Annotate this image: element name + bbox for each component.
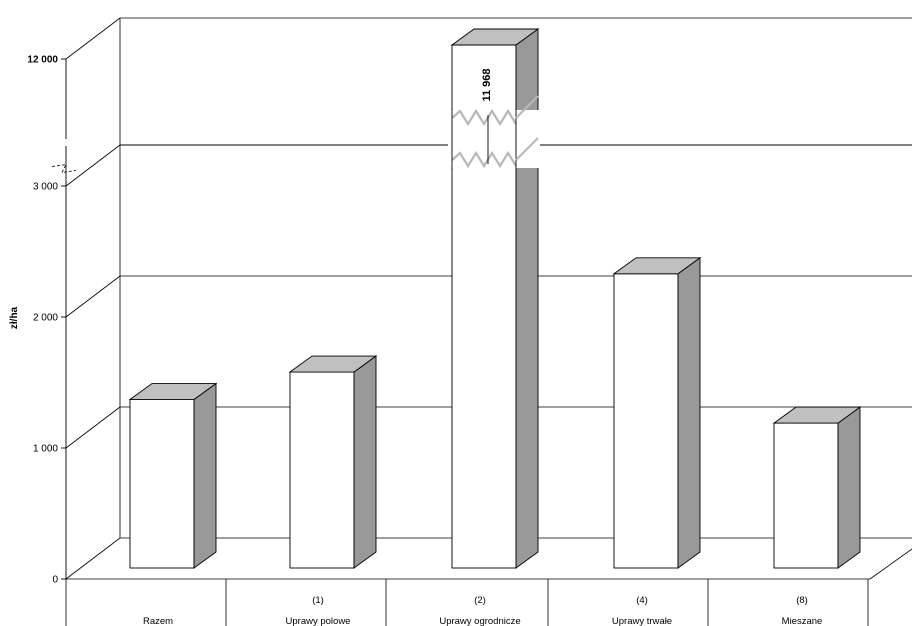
bar-break-gap-2: [448, 110, 540, 168]
label-layer: Razem (1) Uprawy polowe 11 968 (2) Uprawy ogr…: [143, 68, 822, 626]
y-tick-label-1: 1 000: [33, 444, 58, 455]
axis-layer: 0 1 000 2 000 3 000 12 000: [27, 55, 869, 626]
category-label-2: Uprawy ogrodnicze: [439, 616, 520, 626]
category-code-3: (4): [636, 595, 648, 606]
gridline-4-depth: [65, 17, 121, 60]
gridline-0-depth: [65, 537, 121, 580]
bar-1: [288, 355, 378, 569]
bar-front-4: [773, 422, 839, 569]
bar-side-1: [353, 355, 377, 569]
bar-4: [772, 406, 862, 569]
bar-break-zigzag-top-2: [451, 108, 517, 127]
bar-side-0: [193, 382, 217, 569]
bar-top-4: [772, 406, 862, 424]
y-tick-label-2: 2 000: [33, 313, 58, 324]
bar-side-2: [515, 28, 539, 569]
category-label-0: Razem: [143, 616, 173, 626]
y-tick-label-0: 0: [52, 575, 58, 586]
bars-layer: [128, 28, 862, 569]
bar-0: [128, 382, 218, 569]
floor-right-edge: [869, 548, 912, 580]
bar-2: [448, 28, 540, 569]
bar-break-side-2: [515, 95, 539, 161]
bar-top-1: [288, 355, 378, 373]
bar-top-3: [612, 257, 702, 275]
y-axis-label: zł/ha: [9, 306, 20, 329]
y-tick-label-4: 12 000: [27, 55, 58, 66]
y-tick-label-3: 3 000: [33, 182, 58, 193]
y-axis-break-mark: [51, 163, 77, 174]
category-label-4: Mieszane: [782, 616, 823, 626]
gridline-3-depth: [65, 144, 121, 187]
bar-top-0: [128, 383, 218, 400]
bar-side-3: [677, 256, 701, 569]
bar-break-zigzag-bottom-2: [451, 150, 517, 169]
bar-side-4: [837, 406, 861, 569]
data-label-2: 11 968: [481, 68, 493, 101]
bar-3: [612, 256, 702, 569]
bar-front-3: [613, 273, 679, 569]
category-code-1: (1): [312, 595, 324, 606]
bar-front-0: [129, 399, 195, 569]
gridline-2-depth: [65, 275, 121, 318]
bar-front-1: [289, 371, 355, 569]
gridline-1-depth: [65, 406, 121, 449]
category-code-4: (8): [796, 595, 808, 606]
bar-top-2: [450, 28, 540, 46]
category-code-2: (2): [474, 595, 486, 606]
category-label-1: Uprawy polowe: [286, 616, 351, 626]
category-label-3: Uprawy trwałe: [612, 616, 672, 626]
